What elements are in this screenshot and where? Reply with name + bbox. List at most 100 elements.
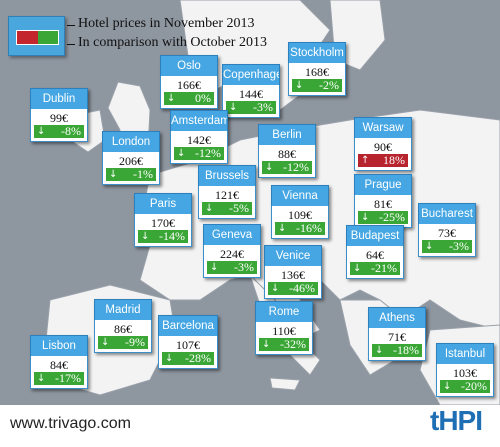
city-card-bucharest: Bucharest 73€ ↓ -3% <box>418 203 476 257</box>
price-change-badge: ↓ -18% <box>372 344 422 357</box>
arrow-down-icon: ↓ <box>210 262 219 273</box>
city-price: 73€ <box>438 226 456 240</box>
arrow-down-icon: ↓ <box>375 345 384 356</box>
city-name: Rome <box>255 301 313 322</box>
city-price: 84€ <box>50 358 68 372</box>
price-change-badge: ↓ -28% <box>162 352 214 365</box>
city-name: Geneva <box>203 224 261 245</box>
city-name: Prague <box>354 174 412 195</box>
price-change-value: -28% <box>185 351 211 365</box>
city-name: Oslo <box>160 55 218 76</box>
city-name: Madrid <box>94 299 152 320</box>
arrow-down-icon: ↓ <box>262 339 271 350</box>
legend-swatch-red <box>17 31 38 44</box>
price-change-value: -12% <box>283 160 309 174</box>
city-card-prague: Prague 81€ ↓ -25% <box>354 174 412 228</box>
arrow-down-icon: ↓ <box>101 337 110 348</box>
price-change-badge: ↓ -25% <box>358 211 408 224</box>
price-change-value: -3% <box>253 100 273 114</box>
city-price: 103€ <box>453 366 477 380</box>
price-change-value: -8% <box>61 124 81 138</box>
city-card-istanbul: Istanbul 103€ ↓ -20% <box>436 343 494 397</box>
price-change-value: 18% <box>383 153 405 167</box>
city-name: Athens <box>368 307 426 328</box>
price-change-badge: ↓ -21% <box>350 262 400 275</box>
arrow-down-icon: ↓ <box>37 126 46 137</box>
price-change-badge: ↓ -9% <box>98 336 148 349</box>
site-url[interactable]: www.trivago.com <box>10 415 131 432</box>
price-change-badge: ↓ -12% <box>174 147 224 160</box>
legend-color-key <box>8 16 65 56</box>
arrow-down-icon: ↓ <box>141 231 150 242</box>
arrow-down-icon: ↓ <box>353 263 362 274</box>
arrow-down-icon: ↓ <box>271 283 280 294</box>
price-change-value: 0% <box>195 91 211 105</box>
price-change-badge: ↓ -3% <box>226 101 276 114</box>
city-name: Venice <box>264 245 322 266</box>
city-card-amsterdam: Amsterdam 142€ ↓ -12% <box>170 110 228 164</box>
price-change-value: -5% <box>229 201 249 215</box>
city-price: 110€ <box>272 324 296 338</box>
city-name: Paris <box>134 193 192 214</box>
legend-swatch-green <box>37 31 58 44</box>
arrow-down-icon: ↓ <box>109 169 118 180</box>
city-name: Istanbul <box>436 343 494 364</box>
price-change-badge: ↑ 18% <box>358 154 408 167</box>
city-card-warsaw: Warsaw 90€ ↑ 18% <box>354 117 412 171</box>
city-price: 88€ <box>278 147 296 161</box>
price-change-badge: ↓ -14% <box>138 230 188 243</box>
arrow-down-icon: ↓ <box>165 353 174 364</box>
city-name: Barcelona <box>158 315 218 336</box>
city-name: Budapest <box>346 225 404 246</box>
footer: www.trivago.com tHPI <box>0 405 500 447</box>
price-change-badge: ↓ -16% <box>275 222 325 235</box>
price-change-value: -2% <box>319 78 339 92</box>
city-price: 121€ <box>215 188 239 202</box>
price-change-value: -18% <box>393 343 419 357</box>
city-name: Warsaw <box>354 117 412 138</box>
price-change-value: -21% <box>371 261 397 275</box>
arrow-down-icon: ↓ <box>229 102 238 113</box>
legend-line-2: In comparison with October 2013 <box>78 35 267 50</box>
city-price: 99€ <box>50 111 68 125</box>
city-card-geneva: Geneva 224€ ↓ -3% <box>203 224 261 278</box>
city-price: 224€ <box>220 247 244 261</box>
city-price: 71€ <box>388 330 406 344</box>
city-name: Stockholm <box>288 42 346 63</box>
arrow-up-icon: ↑ <box>361 155 370 166</box>
city-price: 168€ <box>305 65 329 79</box>
arrow-down-icon: ↓ <box>425 241 434 252</box>
price-change-badge: ↓ -3% <box>207 261 257 274</box>
city-card-london: London 206€ ↓ -1% <box>102 131 160 185</box>
city-card-dublin: Dublin 99€ ↓ -8% <box>30 88 88 142</box>
city-price: 144€ <box>239 87 263 101</box>
price-change-badge: ↓ -3% <box>422 240 472 253</box>
city-price: 142€ <box>187 133 211 147</box>
price-change-value: -16% <box>296 221 322 235</box>
price-change-value: -3% <box>234 260 254 274</box>
legend-line-1: Hotel prices in November 2013 <box>78 16 255 31</box>
price-change-value: -32% <box>280 337 306 351</box>
city-price: 166€ <box>177 78 201 92</box>
arrow-down-icon: ↓ <box>443 381 452 392</box>
city-card-lisbon: Lisbon 84€ ↓ -17% <box>30 335 88 389</box>
city-name: Vienna <box>271 185 329 206</box>
price-change-badge: ↓ -20% <box>440 380 490 393</box>
legend-pointer-line-1 <box>67 25 75 26</box>
arrow-down-icon: ↓ <box>205 203 214 214</box>
city-name: Berlin <box>258 124 316 145</box>
city-card-athens: Athens 71€ ↓ -18% <box>368 307 426 361</box>
city-price: 86€ <box>114 322 132 336</box>
price-change-badge: ↓ -17% <box>34 372 84 385</box>
city-card-oslo: Oslo 166€ ↓ 0% <box>160 55 218 109</box>
city-price: 206€ <box>119 154 143 168</box>
city-price: 109€ <box>288 208 312 222</box>
arrow-down-icon: ↓ <box>167 93 176 104</box>
city-card-vienna: Vienna 109€ ↓ -16% <box>271 185 329 239</box>
price-change-value: -14% <box>159 229 185 243</box>
city-card-copenhagen: Copenhagen 144€ ↓ -3% <box>222 64 280 118</box>
price-change-badge: ↓ -12% <box>262 161 312 174</box>
price-change-value: -12% <box>195 146 221 160</box>
price-change-value: -9% <box>125 335 145 349</box>
